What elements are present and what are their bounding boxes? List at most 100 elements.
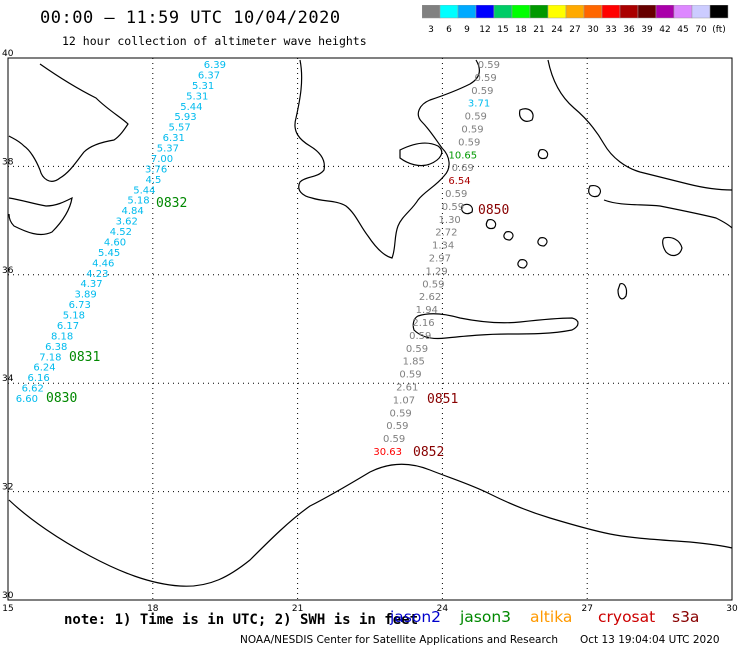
wave-height-label: 7.00 <box>151 154 173 165</box>
scale-swatch <box>511 5 531 19</box>
satellite-legend-altika: altika <box>530 608 573 626</box>
wave-height-label: 6.38 <box>45 342 67 353</box>
cyclades-islands <box>461 203 548 269</box>
satellite-legend-s3a: s3a <box>672 608 700 626</box>
scale-swatch <box>691 5 711 19</box>
scale-swatch <box>655 5 675 19</box>
wave-height-label: 0.59 <box>409 331 431 342</box>
wave-height-label: 10.65 <box>448 150 477 161</box>
scale-swatch <box>475 5 495 19</box>
pass-time-label: 0851 <box>427 392 458 407</box>
scale-swatch <box>457 5 477 19</box>
coastline <box>8 59 733 587</box>
wave-height-label: 0.59 <box>471 86 493 97</box>
track-east: 0.590.590.593.710.590.590.5910.650.696.5… <box>373 60 509 460</box>
wave-height-label: 1.34 <box>432 241 454 252</box>
wave-height-label: 3.76 <box>145 164 167 175</box>
units-note: note: 1) Time is in UTC; 2) SWH is in fe… <box>64 612 419 628</box>
wave-height-label: 3.71 <box>468 99 490 110</box>
wave-height-label: 4.5 <box>145 175 161 186</box>
scale-label: 24 <box>551 25 563 35</box>
scale-swatch <box>709 5 729 19</box>
wave-height-label: 0.59 <box>390 408 412 419</box>
wave-height-label: 0.59 <box>465 112 487 123</box>
wave-height-label: 5.18 <box>63 311 85 322</box>
wave-height-label: 0.59 <box>386 421 408 432</box>
lon-label: 30 <box>726 604 738 614</box>
map-frame <box>7 57 733 601</box>
wave-height-label: 0.59 <box>399 370 421 381</box>
libya-coast <box>8 463 733 587</box>
scale-label: 21 <box>533 25 544 35</box>
lat-label: 40 <box>2 49 14 59</box>
wave-height-label: 6.62 <box>22 384 44 395</box>
north-aegean-islands <box>519 108 602 198</box>
scale-swatch <box>422 5 441 19</box>
scale-label: 27 <box>569 25 580 35</box>
map-title: 00:00 — 11:59 UTC 10/04/2020 <box>40 8 341 28</box>
wave-height-label: 1.30 <box>439 215 461 226</box>
lon-label: 27 <box>581 604 592 614</box>
lon-label: 24 <box>437 604 449 614</box>
lat-label: 38 <box>2 157 14 167</box>
satellite-legend-jason2: jason2 <box>390 608 442 626</box>
scale-label: 39 <box>641 25 653 35</box>
wave-height-label: 2.62 <box>419 292 441 303</box>
evia-coast <box>399 142 443 167</box>
wave-height-label: 1.29 <box>425 266 447 277</box>
wave-height-label: 2.72 <box>435 228 457 239</box>
map-subtitle: 12 hour collection of altimeter wave hei… <box>62 34 367 48</box>
wave-height-label: 3.89 <box>74 290 96 301</box>
turkey-southwest-coast <box>603 199 733 229</box>
lon-label: 18 <box>147 604 159 614</box>
scale-label: 15 <box>497 25 508 35</box>
scale-swatch <box>583 5 603 19</box>
pass-time-label: 0831 <box>69 350 100 365</box>
wave-height-label: 3.62 <box>116 217 138 228</box>
scale-label: 18 <box>515 25 527 35</box>
wave-height-label: 0.59 <box>406 344 428 355</box>
wave-height-label: 1.07 <box>393 395 415 406</box>
wave-height-label: 4.23 <box>86 269 108 280</box>
wave-height-label: 0.59 <box>461 125 483 136</box>
wave-height-label: 2.16 <box>412 318 434 329</box>
scale-label: 9 <box>464 25 470 35</box>
pass-time-label: 0852 <box>413 445 444 460</box>
wave-height-label: 5.45 <box>98 248 120 259</box>
scale-swatch <box>673 5 693 19</box>
wave-height-label: 1.85 <box>403 357 425 368</box>
wave-height-label: 6.73 <box>69 300 91 311</box>
lat-label: 36 <box>2 266 14 276</box>
lat-label: 34 <box>2 374 14 384</box>
wave-height-label: 4.46 <box>92 258 114 269</box>
wave-height-label: 5.31 <box>192 81 214 92</box>
wave-height-label: 2.97 <box>429 254 451 265</box>
wave-height-label: 0.59 <box>442 202 464 213</box>
wave-height-label: 6.37 <box>198 70 220 81</box>
pass-time-label: 0850 <box>478 203 509 218</box>
wave-height-label: 0.59 <box>422 279 444 290</box>
wave-height-label: 5.93 <box>174 112 196 123</box>
scale-swatch <box>637 5 657 19</box>
wave-height-label: 2.61 <box>396 383 418 394</box>
crete-coast <box>412 313 579 340</box>
pass-time-label: 0832 <box>156 196 187 211</box>
color-scale: 3 6 9 12 15 18 21 24 27 30 33 36 39 42 45 70 (ft) <box>422 5 729 35</box>
timestamp-line: Oct 13 19:04:04 UTC 2020 <box>580 634 720 646</box>
scale-swatch <box>439 5 459 19</box>
wave-height-label: 1.94 <box>416 305 438 316</box>
wave-height-label: 0.59 <box>383 434 405 445</box>
wave-height-label: 6.24 <box>33 363 55 374</box>
wave-height-label: 6.16 <box>27 373 49 384</box>
wave-height-label: 6.60 <box>16 394 38 405</box>
wave-height-label: 4.52 <box>110 227 132 238</box>
scale-label: 42 <box>659 25 670 35</box>
lat-label: 30 <box>2 591 14 601</box>
scale-swatch <box>547 5 567 19</box>
wave-height-label: 4.37 <box>80 279 102 290</box>
sicily-coast <box>8 196 73 236</box>
wave-height-label: 5.57 <box>168 123 190 134</box>
axis-labels: 15 18 21 24 27 30 40 38 36 34 32 30 <box>2 49 738 614</box>
lon-label: 21 <box>292 604 303 614</box>
